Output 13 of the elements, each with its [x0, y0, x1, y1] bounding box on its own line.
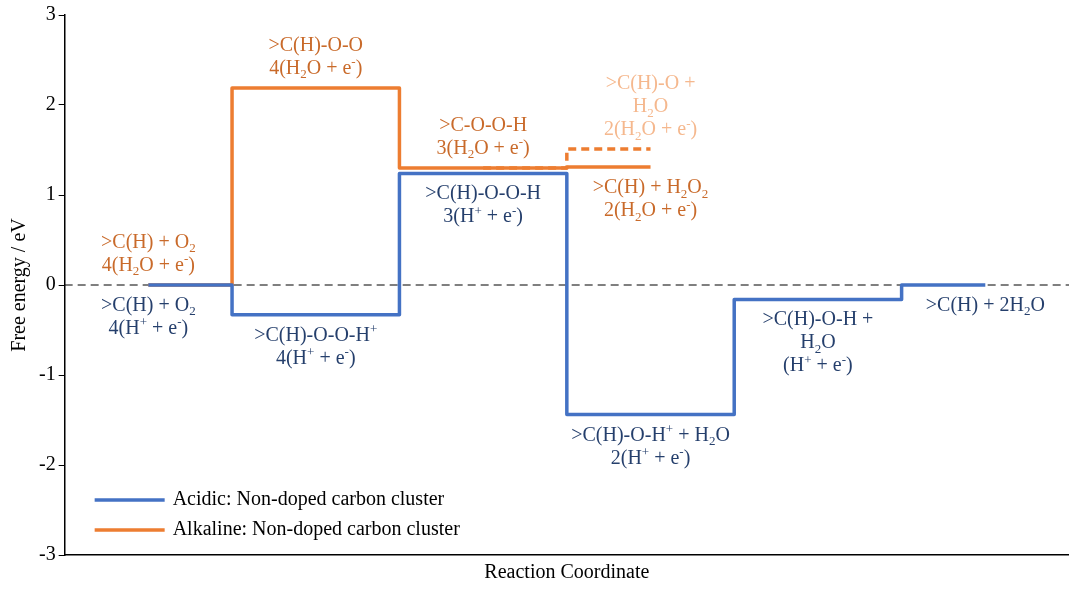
y-tick-label: 2: [45, 92, 56, 115]
legend-label: Acidic: Non-doped carbon cluster: [172, 487, 445, 511]
x-axis-title: Reaction Coordinate: [484, 560, 650, 583]
y-tick-label: 3: [45, 2, 56, 25]
data-label: >C(H)-O-O-H 3(H+ + e-): [425, 181, 541, 228]
y-tick-label: -2: [38, 452, 56, 475]
y-tick-label: 1: [45, 182, 56, 205]
y-tick-label: -1: [38, 362, 56, 385]
legend-label: Alkaline: Non-doped carbon cluster: [172, 517, 461, 541]
text: >C(H)-O-O-H+ 4(H+ + e-): [254, 321, 378, 368]
y-tick-label: -3: [38, 542, 56, 565]
y-axis-title: Free energy / eV: [7, 217, 31, 352]
y-tick-label: 0: [45, 272, 56, 295]
